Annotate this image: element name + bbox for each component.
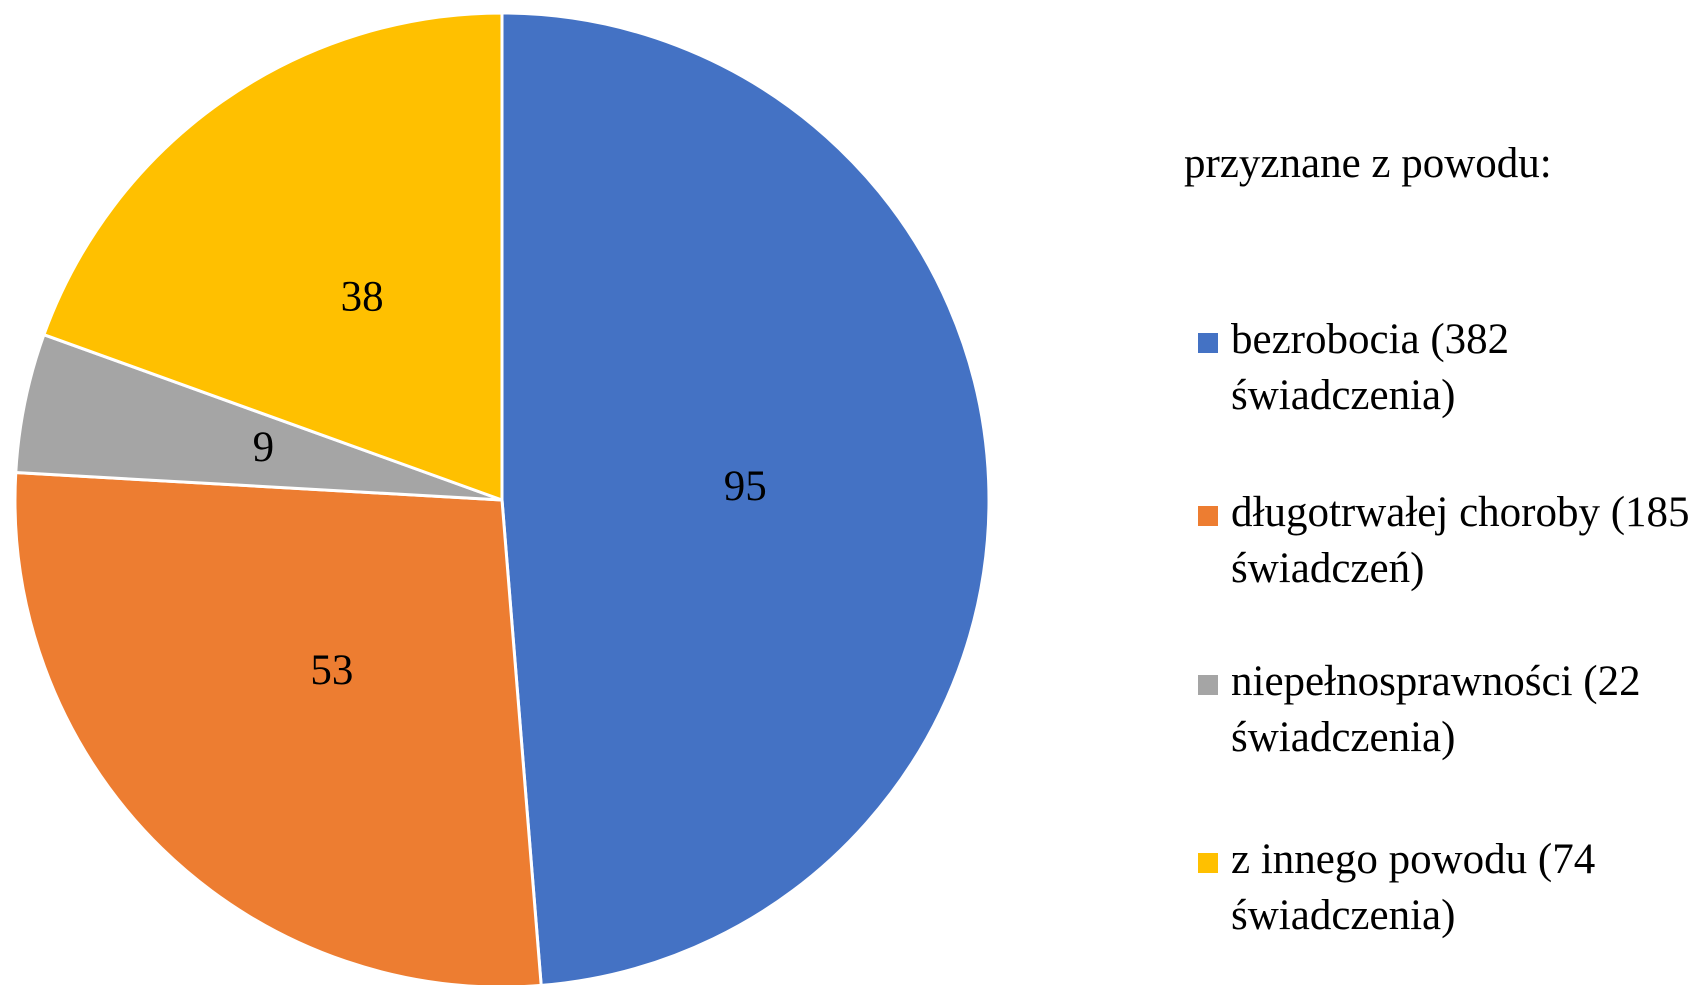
legend-line: świadczenia) [1231, 372, 1455, 419]
legend-line: świadczeń) [1231, 545, 1424, 592]
legend-label: długotrwałej choroby (185 świadczeń) [1231, 489, 1694, 592]
legend-title: przyznane z powodu: [1184, 140, 1552, 187]
legend-line: bezrobocia (382 [1231, 316, 1520, 363]
pie-slice [13, 470, 543, 985]
legend-line: niepełnosprawności (22 [1231, 658, 1651, 705]
pie-slice [500, 11, 991, 985]
legend-line: świadczenia) [1231, 892, 1455, 939]
data-label: 95 [724, 463, 767, 510]
legend-line: z innego powodu (74 [1231, 836, 1606, 883]
data-label: 9 [253, 424, 275, 471]
data-label: 53 [310, 647, 353, 694]
legend-label: bezrobocia (382 świadczenia) [1231, 316, 1520, 419]
data-label: 38 [341, 274, 384, 321]
legend-label: niepełnosprawności (22 świadczenia) [1231, 658, 1651, 761]
legend-swatch [1198, 675, 1218, 695]
legend-swatch [1198, 506, 1218, 526]
legend-line: długotrwałej choroby (185 [1231, 489, 1694, 536]
legend-swatch [1198, 853, 1218, 873]
legend-swatch [1198, 333, 1218, 353]
pie-slice [42, 11, 504, 503]
legend-line: świadczenia) [1231, 714, 1455, 761]
legend-label: z innego powodu (74 świadczenia) [1231, 836, 1606, 939]
